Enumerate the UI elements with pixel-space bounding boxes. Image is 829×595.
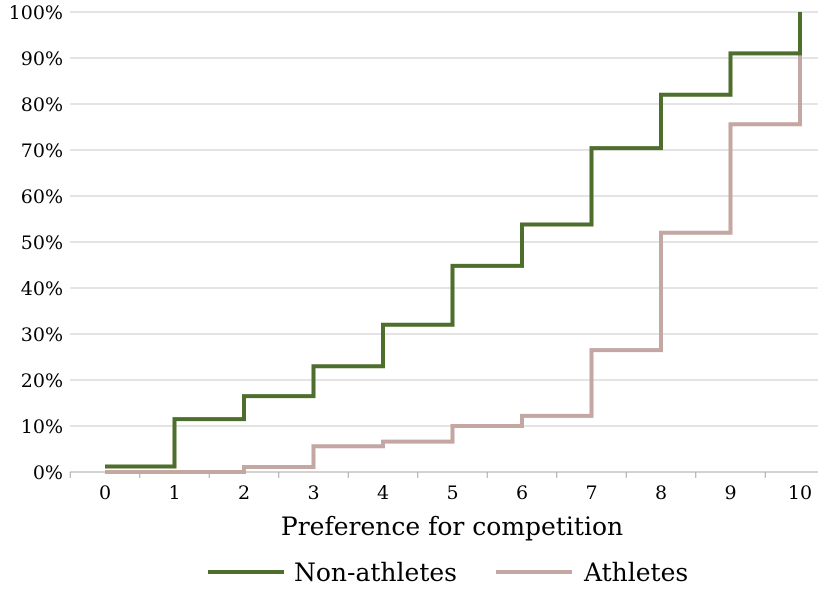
y-tick-label: 100% [9, 2, 63, 24]
x-tick-label: 9 [724, 482, 736, 504]
x-tick-label: 6 [516, 482, 528, 504]
x-tick-label: 10 [788, 482, 812, 504]
legend-label-non-athletes: Non-athletes [294, 558, 457, 587]
y-tick-label: 30% [21, 324, 63, 346]
x-tick-labels: 0 1 2 3 4 5 6 7 8 9 10 [99, 482, 812, 504]
x-tick-label: 0 [99, 482, 111, 504]
y-tick-labels: 0% 10% 20% 30% 40% 50% 60% 70% 80% 90% 100% [9, 2, 63, 484]
y-tick-label: 60% [21, 186, 63, 208]
x-tick-label: 3 [307, 482, 319, 504]
x-tick-label: 7 [585, 482, 597, 504]
x-tick-label: 8 [655, 482, 667, 504]
legend-label-athletes: Athletes [583, 558, 688, 587]
x-axis-title: Preference for competition [281, 512, 623, 541]
y-tick-label: 80% [21, 94, 63, 116]
series-line-athletes [105, 12, 802, 474]
y-tick-label: 40% [21, 278, 63, 300]
legend: Non-athletes Athletes [208, 558, 688, 587]
grid [70, 11, 818, 427]
y-tick-label: 10% [21, 416, 63, 438]
series [105, 12, 802, 474]
y-tick-label: 90% [21, 48, 63, 70]
y-tick-label: 50% [21, 232, 63, 254]
x-tick-label: 4 [377, 482, 389, 504]
x-tick-label: 2 [238, 482, 250, 504]
y-tick-label: 0% [33, 462, 63, 484]
y-tick-label: 70% [21, 140, 63, 162]
series-line-non-athletes [105, 12, 802, 469]
x-tick-label: 5 [446, 482, 458, 504]
y-tick-label: 20% [21, 370, 63, 392]
x-tick-label: 1 [168, 482, 180, 504]
